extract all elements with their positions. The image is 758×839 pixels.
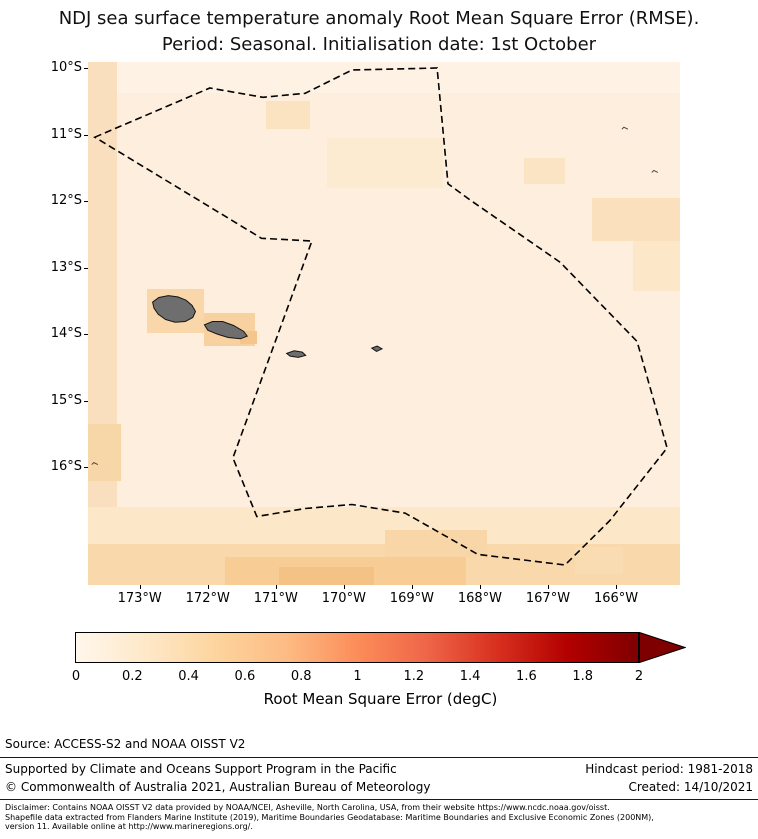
x-tick-mark: [343, 585, 345, 589]
x-tick-mark: [139, 585, 141, 589]
created-text: Created: 14/10/2021: [628, 780, 753, 794]
colorbar-tick-label: 1: [353, 669, 362, 684]
map-canvas: [88, 62, 680, 585]
colorbar-tick-label: 0.8: [290, 669, 312, 684]
islet-mark: [651, 169, 659, 173]
colorbar-gradient: [75, 632, 639, 663]
x-tick-label: 173°W: [117, 591, 162, 606]
chart-title-line1: NDJ sea surface temperature anomaly Root…: [58, 8, 700, 29]
y-tick-label: 12°S: [50, 193, 82, 209]
x-tick-label: 169°W: [389, 591, 434, 606]
colorbar-tick-label: 1.6: [516, 669, 537, 684]
island-savaii: [152, 295, 197, 323]
colorbar-arrow-shape: [639, 632, 686, 663]
supported-by-text: Supported by Climate and Oceans Support …: [5, 762, 397, 776]
islet-mark: [91, 461, 99, 466]
x-tick-label: 172°W: [185, 591, 230, 606]
island-manua: [370, 345, 384, 352]
x-tick-label: 167°W: [525, 591, 571, 606]
x-tick-label: 171°W: [253, 591, 298, 606]
heatmap-cell: [575, 547, 623, 574]
disclaimer-line1: Disclaimer: Contains NOAA OISST V2 data …: [5, 803, 610, 812]
copyright-text: © Commonwealth of Australia 2021, Austra…: [5, 780, 431, 794]
colorbar-tick-label: 0: [71, 669, 81, 684]
y-tick-label: 11°S: [50, 126, 82, 142]
heatmap-cell: [88, 62, 118, 585]
disclaimer-line3: version 11. Available online at http://w…: [5, 822, 253, 831]
y-tick-label: 16°S: [50, 459, 82, 475]
eez-boundary: [93, 67, 668, 566]
hindcast-period-text: Hindcast period: 1981-2018: [585, 762, 753, 776]
x-tick-label: 170°W: [321, 591, 366, 606]
source-text: Source: ACCESS-S2 and NOAA OISST V2: [5, 737, 246, 751]
heatmap-cell: [88, 507, 680, 544]
x-tick-mark: [275, 585, 277, 589]
disclaimer-line2: Shapefile data extracted from Flanders M…: [5, 812, 654, 822]
y-tick-label: 14°S: [50, 326, 82, 342]
island-upolu: [203, 321, 248, 340]
disclaimer-text: Disclaimer: Contains NOAA OISST V2 data …: [5, 803, 755, 832]
colorbar-tick-label: 0.4: [178, 669, 199, 684]
x-tick-mark: [547, 585, 549, 589]
heatmap-cell: [88, 423, 121, 481]
x-tick-mark: [411, 585, 413, 589]
x-tick-label: 166°W: [593, 591, 639, 606]
heatmap-cell: [326, 137, 443, 188]
x-tick-mark: [616, 585, 618, 589]
colorbar-tick-label: 0.6: [234, 669, 256, 684]
x-tick-mark: [207, 585, 209, 589]
divider-top: [0, 757, 758, 758]
heatmap-cell: [524, 157, 565, 185]
colorbar-extend-arrow-icon: [639, 632, 686, 663]
y-tick-label: 10°S: [50, 59, 82, 75]
islet-mark: [621, 126, 629, 130]
heatmap-cell: [279, 567, 375, 585]
colorbar-tick-label: 1.4: [459, 669, 481, 684]
x-tick-mark: [479, 585, 481, 589]
chart-title: NDJ sea surface temperature anomaly Root…: [0, 6, 758, 58]
island-tutuila: [285, 350, 307, 358]
colorbar-tick-label: 2: [634, 669, 644, 684]
colorbar-tick-label: 0.2: [121, 669, 143, 684]
y-tick-label: 15°S: [50, 392, 82, 408]
x-tick-label: 168°W: [457, 591, 503, 606]
map-overlay: [91, 67, 668, 566]
heatmap-cell: [384, 530, 487, 558]
heatmap-cell: [633, 240, 680, 291]
heatmap-cell: [265, 101, 310, 130]
colorbar-label: Root Mean Square Error (degC): [263, 690, 498, 708]
divider-bottom: [0, 799, 758, 800]
heatmap-cells: [88, 62, 680, 585]
heatmap-cell: [592, 197, 680, 241]
chart-title-line2: Period: Seasonal. Initialisation date: 1…: [161, 34, 597, 55]
colorbar-tick-label: 1.8: [572, 669, 594, 684]
y-tick-label: 13°S: [50, 259, 82, 275]
colorbar-tick-label: 1.2: [403, 669, 425, 684]
